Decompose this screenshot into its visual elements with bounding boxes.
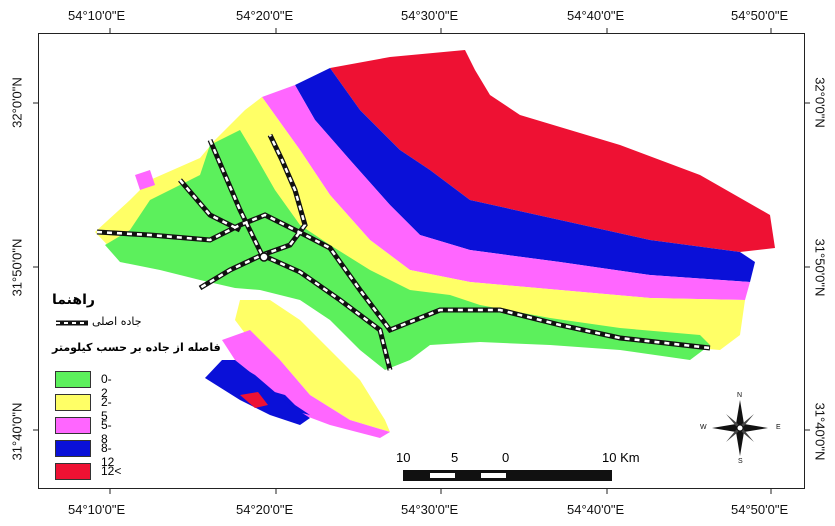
tick-marks xyxy=(33,28,810,494)
coord-bottom-4: 54°40'0"E xyxy=(567,502,625,517)
scale-label-10-km: 10 Km xyxy=(602,450,640,465)
scale-label-10-left: 10 xyxy=(396,450,411,465)
scale-bar xyxy=(403,470,612,481)
legend-road-label: جاده اصلی xyxy=(92,315,142,328)
scale-label-0: 0 xyxy=(502,450,510,465)
map-frame xyxy=(38,33,805,489)
zone-12-plus xyxy=(330,50,775,252)
compass-rose-icon xyxy=(712,400,768,456)
main-roads xyxy=(96,133,711,371)
scale-label-5: 5 xyxy=(451,450,459,465)
coord-bottom-2: 54°20'0"E xyxy=(236,502,294,517)
coord-top-1: 54°10'0"E xyxy=(68,8,126,23)
coord-bottom-1: 54°10'0"E xyxy=(68,502,126,517)
legend-distance-title: فاصله از جاده بر حسب کیلومتر xyxy=(52,341,221,354)
zone-5-8-south xyxy=(222,330,390,438)
zone-0-2 xyxy=(105,130,710,370)
coord-top-5: 54°50'0"E xyxy=(731,8,789,23)
legend-swatch xyxy=(55,440,91,457)
legend-label: 2-5 xyxy=(101,395,112,423)
legend-swatch xyxy=(55,371,91,388)
compass-s: S xyxy=(738,458,743,465)
coord-bottom-5: 54°50'0"E xyxy=(731,502,789,517)
legend-title: راهنما xyxy=(52,292,95,308)
zone-2-5-south xyxy=(235,300,390,432)
legend-label: 5-8 xyxy=(101,418,112,446)
legend-label: 12< xyxy=(101,464,122,478)
zone-5-8-west xyxy=(135,170,155,190)
zone-8-12 xyxy=(295,68,755,282)
zone-12-plus-south xyxy=(240,392,268,408)
coord-top-3: 54°30'0"E xyxy=(401,8,459,23)
legend-swatch xyxy=(55,417,91,434)
legend-swatch xyxy=(55,394,91,411)
coord-bottom-3: 54°30'0"E xyxy=(401,502,459,517)
coord-top-2: 54°20'0"E xyxy=(236,8,294,23)
coord-top-4: 54°40'0"E xyxy=(567,8,625,23)
compass-e: E xyxy=(776,424,781,431)
legend-label: 0-2 xyxy=(101,372,112,400)
distance-zones xyxy=(95,50,775,438)
legend-label: 8-12 xyxy=(101,441,115,469)
compass-w: W xyxy=(700,424,707,431)
compass-n: N xyxy=(737,392,743,399)
zone-5-8 xyxy=(262,85,750,300)
legend-swatch xyxy=(55,463,91,480)
